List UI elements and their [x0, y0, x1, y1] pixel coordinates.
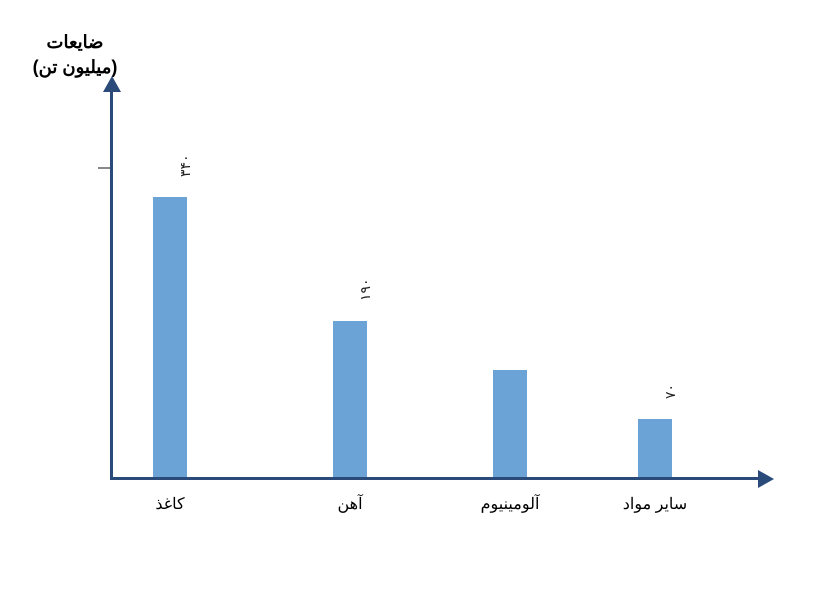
- bar-value-label: ۷۰: [662, 384, 679, 399]
- x-axis-line: [110, 477, 760, 480]
- x-axis-arrowhead: [758, 470, 774, 488]
- y-axis-tick: [98, 167, 110, 169]
- plot-area: ۳۴۰کاغذ۱۹۰آهنآلومینیوم۷۰سایر مواد: [110, 110, 750, 480]
- bar-value-label: ۱۹۰: [357, 278, 374, 301]
- x-category-label: کاغذ: [100, 494, 240, 514]
- bar: [153, 197, 187, 477]
- y-axis-title-line1: ضایعات: [47, 32, 104, 52]
- waste-bar-chart: ضایعات (میلیون تن) ۳۴۰کاغذ۱۹۰آهنآلومینیو…: [0, 0, 833, 590]
- bar: [638, 419, 672, 477]
- bar: [333, 321, 367, 477]
- y-axis-title-line2: (میلیون تن): [33, 57, 118, 77]
- x-category-label: آهن: [280, 494, 420, 514]
- y-axis-line: [110, 90, 113, 480]
- bar: [493, 370, 527, 477]
- y-axis-title: ضایعات (میلیون تن): [15, 30, 135, 80]
- bar-value-label: ۳۴۰: [177, 155, 194, 178]
- x-category-label: آلومینیوم: [440, 494, 580, 514]
- y-axis-arrowhead: [103, 76, 121, 92]
- x-category-label: سایر مواد: [585, 494, 725, 514]
